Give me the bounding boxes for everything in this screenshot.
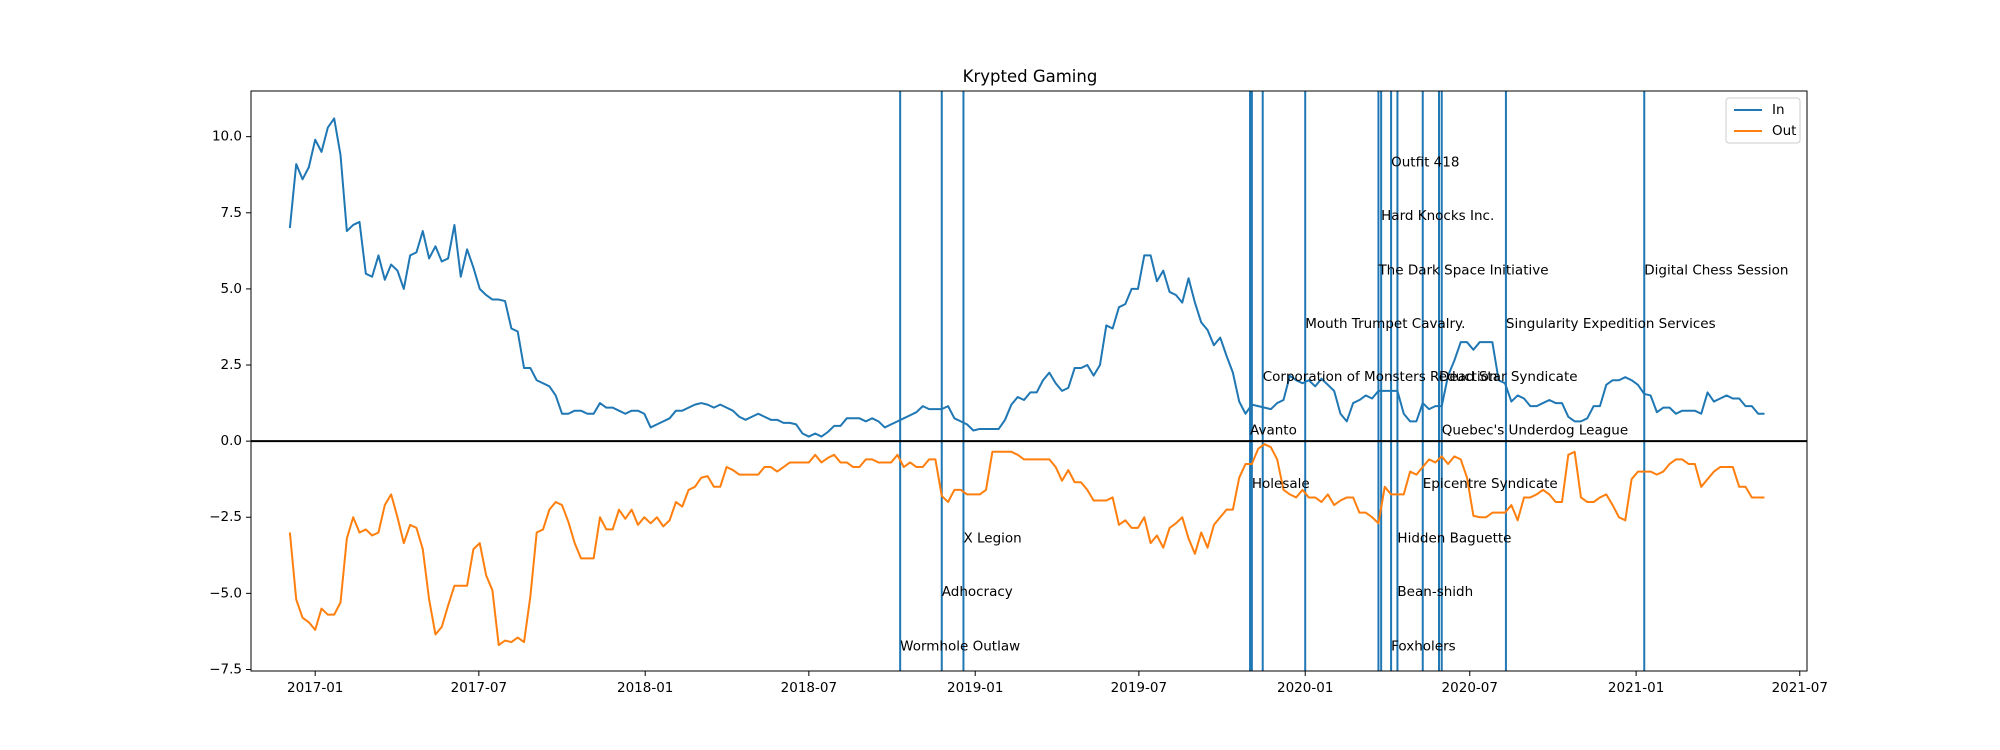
y-tick-label: −2.5: [209, 509, 242, 525]
x-tick-label: 2017-01: [287, 680, 343, 696]
event-label: Avanto: [1250, 422, 1297, 438]
x-tick-label: 2021-01: [1608, 680, 1664, 696]
x-tick-label: 2017-07: [451, 680, 507, 696]
legend-label-in: In: [1772, 102, 1785, 118]
y-tick-label: −5.0: [209, 585, 242, 601]
y-tick-label: 2.5: [221, 357, 242, 373]
y-tick-label: 0.0: [221, 433, 242, 449]
event-label: Adhocracy: [942, 584, 1013, 600]
series-points-out: [289, 444, 1765, 646]
x-tick-label: 2020-07: [1442, 680, 1498, 696]
x-axis: 2017-01 2017-07 2018-01 2018-07 2019-01 2019-…: [287, 671, 1828, 696]
series-line-in: [288, 117, 1765, 438]
event-label: Outfit 418: [1391, 155, 1459, 171]
event-label: Hard Knocks Inc.: [1381, 208, 1494, 224]
event-label: Corporation of Monsters Reduction: [1263, 369, 1498, 385]
series-points-in: [289, 118, 1765, 437]
event-labels: Wormhole Outlaw Adhocracy X Legion Avanto Ho…: [900, 155, 1788, 655]
y-tick-label: 5.0: [221, 281, 242, 297]
event-label: Bean-shidh: [1397, 584, 1473, 600]
y-axis: −7.5 −5.0 −2.5 0.0 2.5 5.0 7.5 10.0: [209, 129, 251, 677]
event-label: Epicentre Syndicate: [1423, 476, 1558, 492]
event-label: Digital Chess Session: [1644, 263, 1788, 279]
event-lines: [899, 91, 1646, 671]
y-tick-label: 10.0: [212, 129, 242, 145]
legend-label-out: Out: [1772, 123, 1796, 139]
y-tick-label: −7.5: [209, 661, 242, 677]
event-label: Wormhole Outlaw: [900, 639, 1020, 655]
legend: In Out: [1725, 97, 1801, 144]
event-label: Hidden Baguette: [1397, 531, 1511, 547]
x-tick-label: 2019-07: [1111, 680, 1167, 696]
chart-title: Krypted Gaming: [963, 67, 1098, 86]
event-label: Foxholers: [1391, 639, 1456, 655]
series-layer: [288, 117, 1765, 647]
x-tick-label: 2020-01: [1277, 680, 1333, 696]
series-line-out: [288, 443, 1765, 647]
x-tick-label: 2019-01: [947, 680, 1003, 696]
event-label: Singularity Expedition Services: [1506, 316, 1716, 332]
event-label: Quebec's Underdog League: [1442, 422, 1628, 438]
plot-area-frame: [250, 90, 1808, 672]
y-tick-label: 7.5: [221, 205, 242, 221]
event-label: X Legion: [963, 531, 1021, 547]
x-tick-label: 2021-07: [1772, 680, 1828, 696]
event-label: Dead Star Syndicate: [1439, 369, 1578, 385]
event-label: The Dark Space Initiative: [1377, 263, 1548, 279]
x-tick-label: 2018-07: [781, 680, 837, 696]
x-tick-label: 2018-01: [617, 680, 673, 696]
event-label: Holesale: [1252, 476, 1310, 492]
event-label: Mouth Trumpet Cavalry.: [1305, 316, 1465, 332]
